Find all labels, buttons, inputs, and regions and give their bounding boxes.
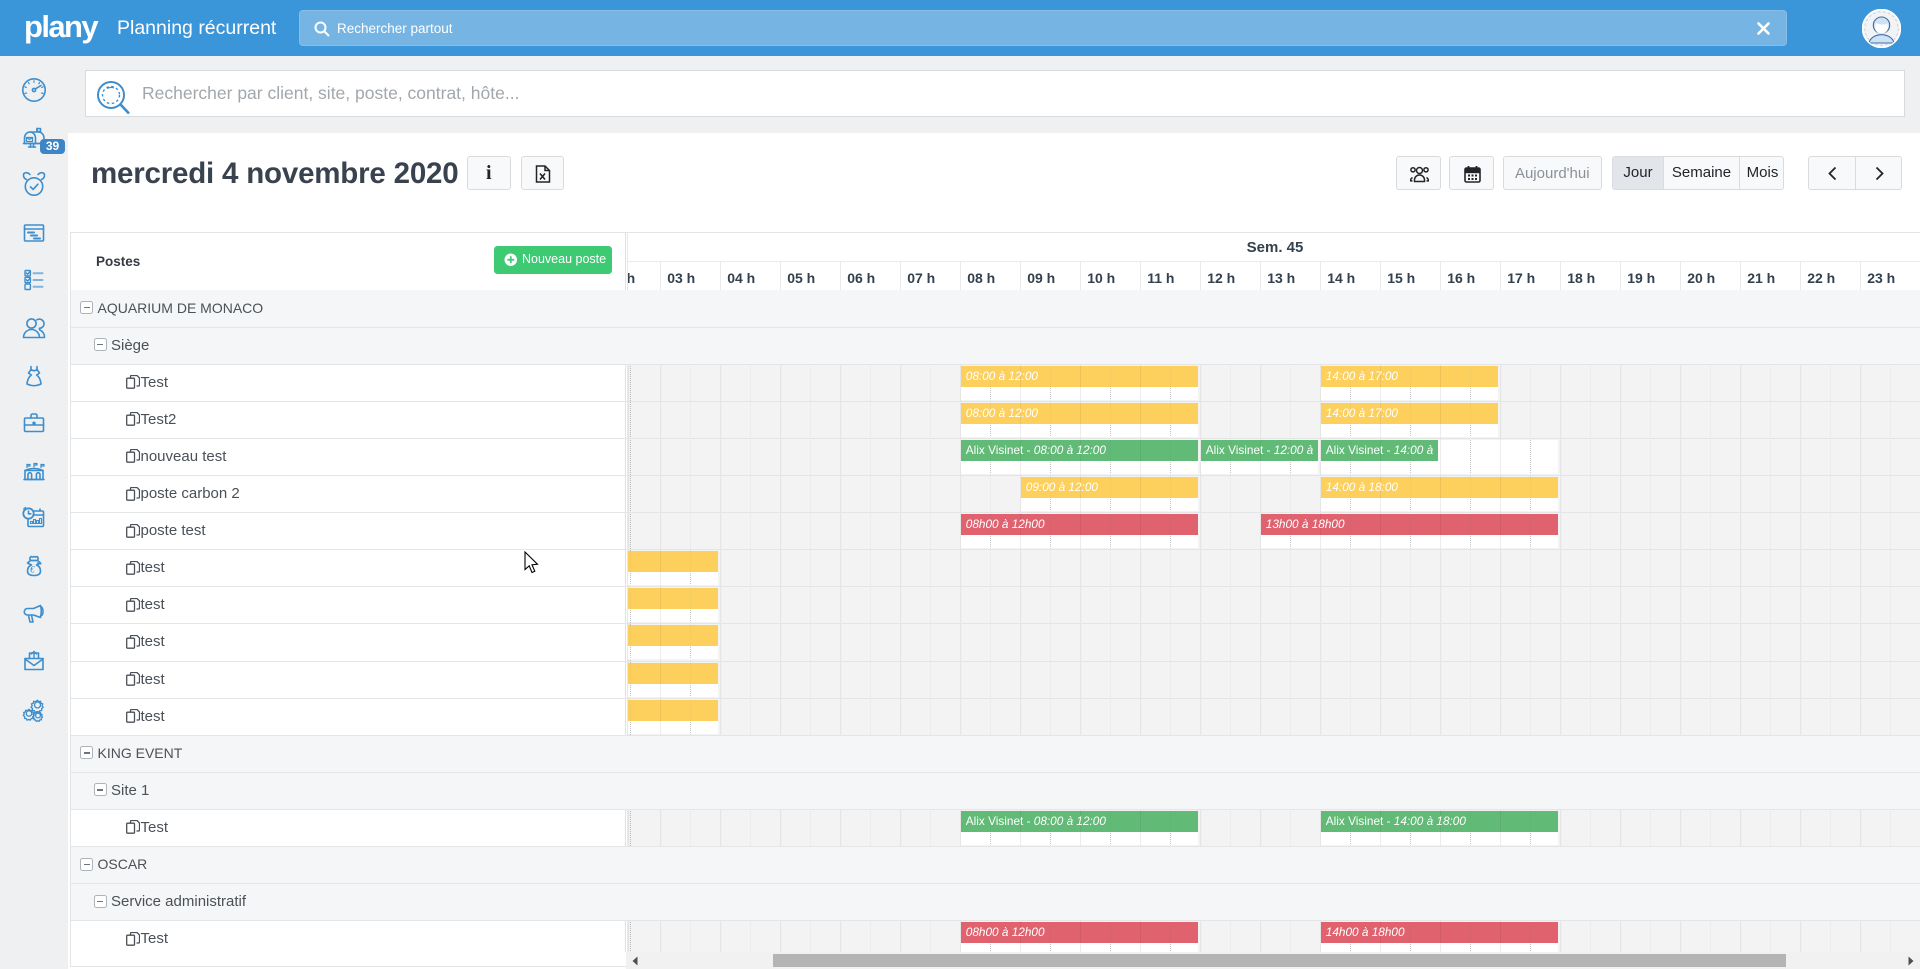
svg-text:€: € — [30, 565, 35, 575]
